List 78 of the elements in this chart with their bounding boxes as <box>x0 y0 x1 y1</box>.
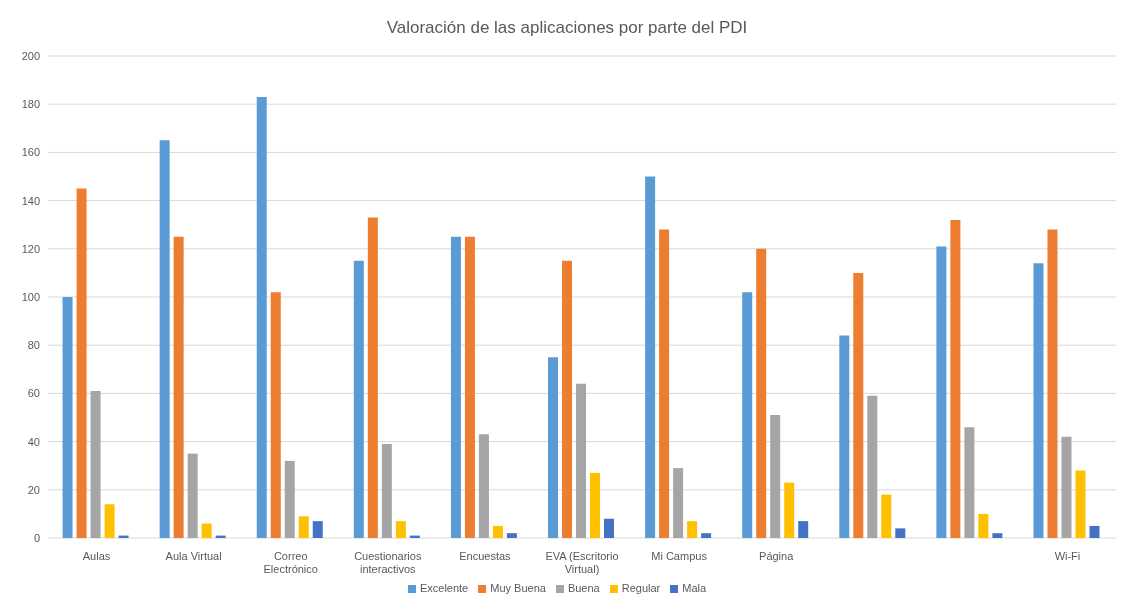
bar <box>298 516 309 538</box>
x-tick-label: Página <box>759 550 795 562</box>
bar <box>381 444 392 538</box>
y-tick-label: 80 <box>27 339 40 352</box>
bar <box>1089 525 1100 538</box>
bar <box>645 176 656 538</box>
bar <box>506 533 517 538</box>
legend-label: Regular <box>621 582 661 594</box>
y-tick-label: 140 <box>21 194 40 207</box>
bar <box>187 453 198 538</box>
bar <box>784 482 795 538</box>
x-tick-label: Mi Campus <box>651 550 708 562</box>
bar <box>992 533 1003 538</box>
bar <box>673 468 684 538</box>
bar <box>1033 263 1044 538</box>
bar <box>492 525 503 538</box>
bar <box>1075 470 1086 538</box>
bar <box>173 236 184 538</box>
x-tick-label: Encuestas <box>459 550 512 562</box>
bar <box>548 357 559 538</box>
bar <box>964 427 975 538</box>
legend-label: Muy Buena <box>490 582 546 594</box>
bar <box>604 518 615 538</box>
bar <box>701 533 712 538</box>
bar <box>284 460 295 538</box>
x-tick-label: Cuestionarios interactivos <box>354 550 422 575</box>
bar <box>395 521 406 538</box>
bar <box>478 434 489 538</box>
legend-label: Buena <box>567 582 600 594</box>
y-tick-label: 40 <box>27 435 40 448</box>
x-tick-label: Wi-Fi <box>1054 550 1081 562</box>
bar <box>159 140 170 538</box>
bar <box>450 236 461 538</box>
bar <box>367 217 378 538</box>
bar <box>978 513 989 538</box>
bar <box>76 188 87 538</box>
bar <box>201 523 212 538</box>
bar <box>936 246 947 538</box>
bar <box>867 395 878 538</box>
x-tick-label: EVA (Escritorio Virtual) <box>545 550 619 575</box>
bar <box>687 521 698 538</box>
bar <box>1047 229 1058 538</box>
bar <box>742 292 753 538</box>
bar <box>853 272 864 538</box>
bar <box>659 229 670 538</box>
bar <box>1061 436 1072 538</box>
y-tick-label: 160 <box>21 146 40 159</box>
bar <box>881 494 892 538</box>
bar <box>104 504 115 538</box>
y-tick-label: 0 <box>33 531 40 544</box>
x-tick-label: Aula Virtual <box>165 550 222 562</box>
bar <box>798 521 809 538</box>
y-tick-label: 60 <box>27 387 40 400</box>
y-tick-label: 180 <box>21 98 40 111</box>
bar <box>950 219 961 538</box>
bar <box>90 390 101 538</box>
bar <box>256 96 267 538</box>
bar <box>895 528 906 538</box>
bar <box>562 260 573 538</box>
bar <box>770 415 781 538</box>
bar <box>464 236 475 538</box>
legend-label: Excelente <box>419 582 469 594</box>
legend-label: Mala <box>682 582 707 594</box>
bar <box>576 383 587 538</box>
x-tick-label: Correo Electrónico <box>263 550 318 575</box>
x-tick-label: Aulas <box>82 550 111 562</box>
bar <box>590 472 601 538</box>
y-tick-label: 100 <box>21 290 40 303</box>
y-tick-label: 120 <box>21 242 40 255</box>
y-tick-label: 20 <box>27 483 40 496</box>
bar <box>270 292 281 538</box>
bar <box>312 521 323 538</box>
y-tick-label: 200 <box>21 49 40 62</box>
bar <box>353 260 364 538</box>
bar <box>839 335 850 538</box>
bar <box>62 297 73 538</box>
bar <box>756 248 767 538</box>
chart-title: Valoración de las aplicaciones por parte del PDI <box>385 17 749 39</box>
